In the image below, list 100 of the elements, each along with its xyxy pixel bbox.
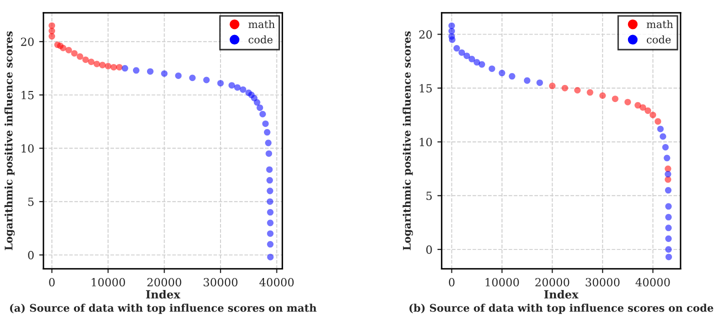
x-tick-label: 0 — [448, 278, 454, 286]
point — [448, 22, 455, 29]
point — [76, 53, 84, 60]
x-tick-label: 40000 — [259, 278, 294, 286]
x-tick-label: 10000 — [92, 278, 126, 286]
point — [536, 79, 543, 86]
y-tick-label: 15 — [420, 84, 432, 92]
point — [665, 254, 672, 260]
point — [228, 82, 236, 89]
point — [256, 104, 264, 111]
point — [146, 68, 154, 75]
point — [524, 77, 530, 84]
point — [122, 65, 128, 72]
point — [189, 74, 196, 82]
point — [65, 46, 72, 54]
point — [132, 67, 140, 74]
point — [104, 62, 112, 70]
point — [203, 76, 210, 84]
point — [217, 80, 224, 86]
point — [464, 52, 470, 60]
point — [259, 110, 266, 118]
y-tick-label: 0 — [426, 245, 432, 254]
text: (b) Source of data with top influence scores on code — [409, 304, 714, 314]
point — [265, 140, 272, 146]
point — [99, 62, 106, 68]
point — [468, 56, 476, 62]
point — [664, 166, 672, 172]
point — [650, 112, 656, 118]
point — [266, 150, 272, 157]
point — [110, 64, 117, 70]
point — [657, 126, 664, 132]
point — [664, 187, 672, 194]
point — [240, 86, 246, 93]
point — [116, 64, 123, 70]
x-axis-title: Index — [146, 290, 180, 299]
point — [664, 154, 670, 162]
legend-label: code — [646, 35, 671, 44]
point — [660, 133, 666, 140]
point — [71, 50, 78, 57]
point — [266, 166, 273, 173]
text: (a) Source of data with top influence scores on math — [10, 304, 316, 314]
y-tick-label: 15 — [22, 90, 34, 100]
y-tick-label: 10 — [22, 144, 34, 153]
legend-label: math — [248, 20, 275, 28]
point — [508, 73, 516, 80]
point — [474, 59, 480, 66]
point — [453, 45, 460, 52]
point — [48, 28, 56, 34]
point — [94, 60, 100, 68]
point — [267, 241, 274, 248]
point — [665, 235, 672, 242]
y-axis-title: Logarithmic positive influence scores — [402, 31, 413, 250]
point — [562, 84, 568, 92]
point — [612, 96, 618, 102]
point — [262, 120, 269, 127]
point — [498, 70, 506, 76]
y-tick-label: 5 — [28, 198, 34, 206]
point — [488, 65, 496, 72]
point — [654, 118, 662, 125]
point — [634, 102, 642, 109]
x-tick-label: 0 — [49, 278, 55, 286]
point — [267, 209, 274, 216]
x-tick-label: 30000 — [204, 278, 238, 286]
legend-label: code — [248, 35, 273, 44]
y-tick-label: 20 — [21, 38, 34, 46]
y-tick-label: 20 — [419, 30, 432, 39]
point — [264, 129, 270, 136]
y-axis-title: Logarithmic positive influence scores — [4, 31, 15, 250]
point — [665, 246, 672, 253]
point — [664, 170, 672, 178]
point — [665, 214, 672, 220]
point — [266, 198, 274, 205]
point — [586, 89, 594, 96]
point — [175, 72, 182, 79]
x-tick-label: 20000 — [535, 278, 570, 286]
point — [478, 61, 486, 68]
x-tick-label: 40000 — [636, 278, 670, 286]
point — [267, 254, 274, 260]
point — [624, 98, 632, 106]
point — [599, 92, 606, 99]
point — [662, 144, 669, 151]
y-tick-label: 0 — [28, 250, 34, 260]
x-tick-label: 30000 — [586, 278, 620, 286]
point — [574, 86, 581, 94]
point — [266, 188, 274, 194]
y-tick-label: 10 — [420, 138, 432, 146]
point — [549, 82, 556, 90]
point — [458, 49, 466, 56]
point — [48, 33, 56, 40]
point — [82, 56, 89, 63]
point — [88, 58, 94, 66]
x-axis-title: Index — [544, 290, 579, 299]
point — [161, 70, 168, 77]
point — [60, 44, 66, 52]
point — [448, 28, 455, 34]
legend-label: math — [646, 20, 673, 28]
x-tick-label: 10000 — [486, 278, 519, 286]
point — [234, 84, 241, 91]
point — [267, 220, 274, 226]
y-tick-label: 5 — [426, 192, 432, 200]
